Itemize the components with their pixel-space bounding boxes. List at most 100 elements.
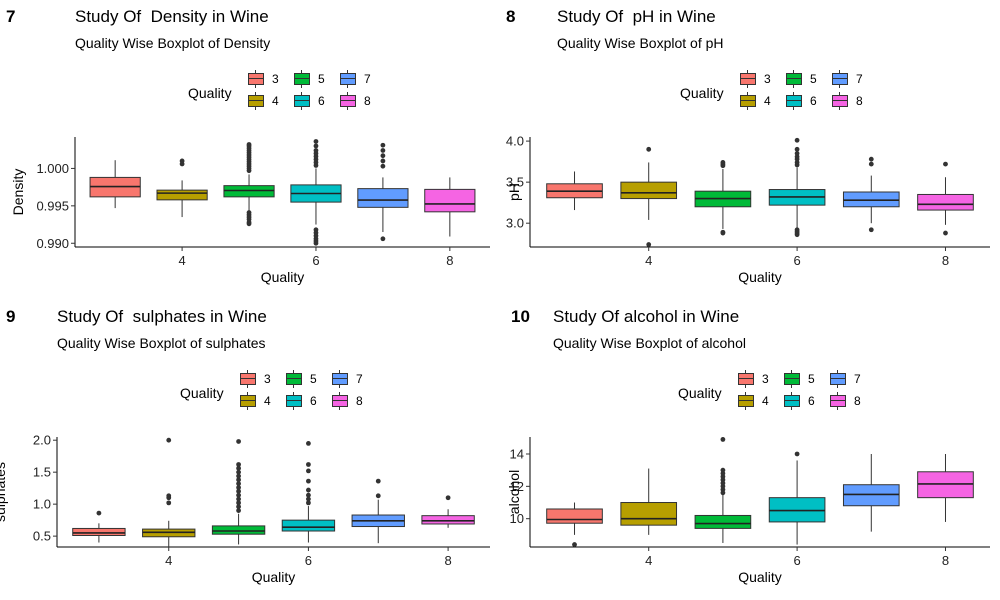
- outlier-point: [313, 227, 319, 233]
- outlier-point: [306, 462, 311, 467]
- box-iqr: [620, 502, 678, 526]
- panel-subtitle: Quality Wise Boxplot of Density: [75, 35, 271, 51]
- outlier-point: [646, 242, 652, 247]
- outlier-point: [166, 437, 172, 443]
- box-iqr: [694, 514, 752, 529]
- panel-tag: 7: [6, 7, 16, 26]
- legend-label-5: 5: [810, 72, 817, 86]
- box-quality-3: [546, 502, 603, 547]
- outlier-point: [720, 437, 726, 442]
- panel-subtitle: Quality Wise Boxplot of alcohol: [553, 335, 746, 351]
- outlier-point: [236, 439, 241, 444]
- outlier-point: [236, 508, 241, 513]
- outlier-point: [943, 161, 948, 167]
- legend-title: Quality: [680, 85, 724, 101]
- outlier-point: [236, 465, 241, 471]
- y-axis-title: Density: [10, 169, 26, 216]
- box-iqr: [917, 193, 974, 211]
- outlier-point: [572, 542, 577, 547]
- box-iqr: [424, 188, 476, 213]
- legend-key-4: [240, 392, 256, 410]
- legend-label-3: 3: [272, 72, 279, 86]
- box-quality-4: [142, 437, 196, 547]
- box-quality-7: [357, 142, 409, 242]
- panel-ph: 8 Study Of pH in Wine Quality Wise Boxpl…: [500, 0, 1000, 300]
- outlier-point: [246, 142, 252, 147]
- outlier-point: [306, 478, 311, 484]
- outlier-point: [794, 451, 800, 457]
- legend-key-5: [294, 70, 310, 88]
- legend-label-6: 6: [318, 94, 325, 108]
- box-quality-4: [620, 468, 678, 535]
- outlier-point: [794, 227, 800, 233]
- legend-key-6: [294, 92, 310, 110]
- legend-label-4: 4: [272, 94, 279, 108]
- legend-label-8: 8: [854, 394, 861, 408]
- legend-key-4: [248, 92, 264, 110]
- outlier-point: [306, 496, 311, 502]
- box-quality-6: [768, 137, 826, 238]
- legend-key-7: [832, 70, 848, 88]
- outlier-point: [794, 137, 800, 143]
- x-tick-label: 8: [942, 253, 949, 268]
- legend-label-4: 4: [764, 94, 771, 108]
- outlier-point: [236, 462, 241, 467]
- outlier-point: [236, 492, 241, 498]
- legend-key-6: [286, 392, 302, 410]
- y-tick-label: 14: [510, 446, 524, 461]
- outlier-point: [236, 481, 241, 487]
- box-iqr: [156, 189, 208, 201]
- outlier-point: [943, 230, 948, 236]
- x-tick-label: 8: [446, 253, 453, 268]
- outlier-point: [236, 473, 241, 479]
- outlier-point: [646, 146, 652, 152]
- x-tick-label: 4: [165, 553, 172, 568]
- outlier-point: [166, 500, 172, 506]
- legend-key-6: [786, 92, 802, 110]
- x-axis-title: Quality: [738, 569, 782, 585]
- outlier-point: [868, 227, 874, 233]
- legend-key-5: [784, 370, 800, 388]
- legend-label-7: 7: [364, 72, 371, 86]
- legend-label-5: 5: [310, 372, 317, 386]
- legend-label-5: 5: [808, 372, 815, 386]
- y-tick-label: 3.5: [506, 175, 524, 190]
- legend-title: Quality: [678, 385, 722, 401]
- outlier-point: [868, 156, 874, 162]
- box-iqr: [768, 497, 826, 523]
- legend-key-8: [832, 92, 848, 110]
- legend-key-7: [332, 370, 348, 388]
- outlier-point: [166, 493, 172, 499]
- panel-title: Study Of sulphates in Wine: [57, 307, 267, 326]
- outlier-point: [720, 467, 726, 473]
- box-iqr: [281, 519, 336, 532]
- panel-subtitle: Quality Wise Boxplot of sulphates: [57, 335, 266, 351]
- box-quality-5: [694, 160, 752, 236]
- outlier-point: [306, 440, 311, 446]
- legend-key-7: [830, 370, 846, 388]
- legend-label-3: 3: [264, 372, 271, 386]
- outlier-point: [306, 492, 311, 498]
- box-quality-7: [842, 156, 900, 233]
- outlier-point: [794, 146, 800, 152]
- x-axis-title: Quality: [261, 269, 305, 285]
- outlier-point: [313, 139, 319, 144]
- x-tick-label: 4: [178, 253, 185, 268]
- outlier-point: [380, 142, 386, 148]
- x-tick-label: 6: [793, 553, 800, 568]
- legend-label-7: 7: [856, 72, 863, 86]
- legend-label-4: 4: [762, 394, 769, 408]
- x-tick-label: 6: [312, 253, 319, 268]
- legend-title: Quality: [188, 85, 232, 101]
- box-quality-8: [917, 453, 974, 522]
- outlier-point: [375, 493, 381, 499]
- legend-key-4: [740, 92, 756, 110]
- panel-tag: 10: [511, 307, 530, 326]
- box-iqr: [211, 525, 266, 535]
- outlier-point: [96, 510, 102, 516]
- y-tick-label: 3.0: [506, 216, 524, 231]
- box-quality-8: [421, 495, 475, 528]
- outlier-point: [380, 163, 386, 169]
- box-quality-3: [89, 160, 141, 209]
- legend-label-6: 6: [310, 394, 317, 408]
